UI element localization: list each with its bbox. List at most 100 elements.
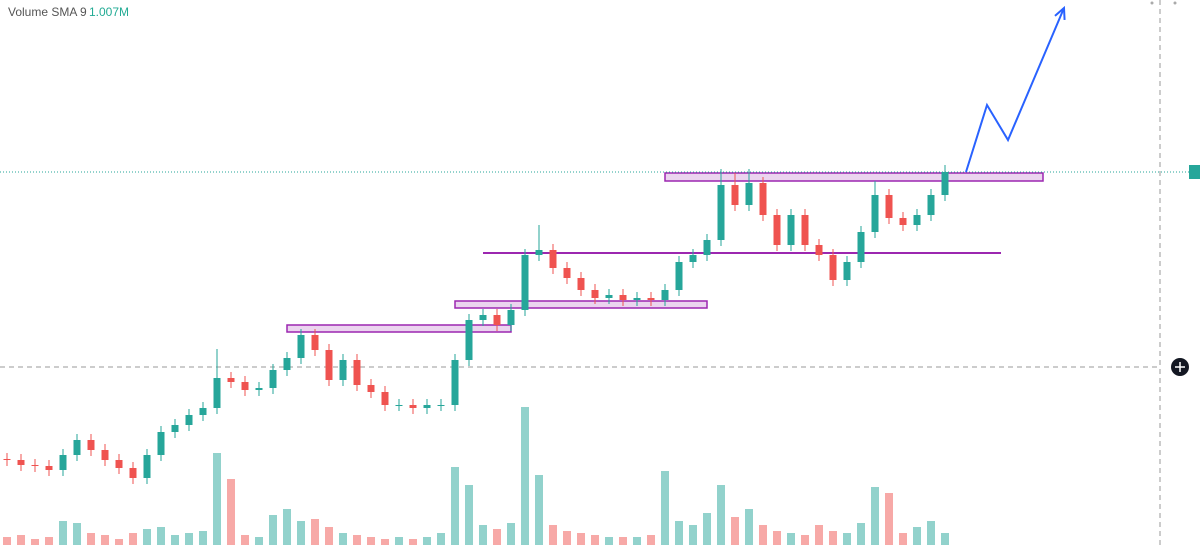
- volume-bar: [535, 475, 543, 545]
- volume-bar: [857, 523, 865, 545]
- candle-body: [353, 360, 361, 385]
- volume-bar: [325, 527, 333, 545]
- candle-body: [549, 250, 557, 268]
- volume-bar: [801, 535, 809, 545]
- candle-body: [521, 255, 529, 310]
- candle-body: [871, 195, 879, 232]
- volume-bar: [143, 529, 151, 545]
- candle-body: [577, 278, 585, 290]
- candle-body: [885, 195, 893, 218]
- volume-bar: [199, 531, 207, 545]
- volume-bar: [927, 521, 935, 545]
- arrow-head: [1054, 5, 1066, 21]
- volume-bar: [465, 485, 473, 545]
- volume-bar: [185, 533, 193, 545]
- volume-bar: [647, 535, 655, 545]
- candle-body: [745, 183, 753, 205]
- candle-body: [633, 298, 641, 300]
- candle-body: [717, 185, 725, 240]
- volume-bar: [115, 539, 123, 545]
- candle-body: [493, 315, 501, 325]
- volume-bar: [213, 453, 221, 545]
- volume-bar: [913, 527, 921, 545]
- candle-body: [101, 450, 109, 460]
- zone: [664, 172, 1044, 182]
- volume-bar: [269, 515, 277, 545]
- candle-body: [423, 405, 431, 408]
- candle-body: [339, 360, 347, 380]
- candle-body: [269, 370, 277, 388]
- candle-body: [941, 172, 949, 195]
- volume-bar: [381, 539, 389, 545]
- candle-body: [619, 295, 627, 300]
- volume-bar: [45, 537, 53, 545]
- volume-bar: [521, 407, 529, 545]
- volume-bar: [339, 533, 347, 545]
- volume-bar: [59, 521, 67, 545]
- candle-body: [703, 240, 711, 255]
- candle-body: [367, 385, 375, 392]
- volume-bar: [703, 513, 711, 545]
- candle-body: [815, 245, 823, 255]
- indicator-value: 1.007M: [89, 5, 129, 19]
- volume-bar: [451, 467, 459, 545]
- candle-body: [395, 405, 403, 406]
- candle-body: [17, 460, 25, 465]
- candle-body: [381, 392, 389, 405]
- candle-body: [297, 335, 305, 358]
- volume-bar: [871, 487, 879, 545]
- volume-bar: [493, 529, 501, 545]
- volume-bar: [689, 525, 697, 545]
- candle-body: [143, 455, 151, 478]
- candle-body: [535, 250, 543, 255]
- candle-body: [689, 255, 697, 262]
- volume-bar: [675, 521, 683, 545]
- zone: [454, 300, 708, 309]
- volume-bar: [619, 537, 627, 545]
- volume-bar: [507, 523, 515, 545]
- volume-bar: [17, 535, 25, 545]
- volume-bar: [129, 533, 137, 545]
- candle-body: [255, 388, 263, 390]
- candle-body: [199, 408, 207, 415]
- volume-bar: [661, 471, 669, 545]
- volume-bar: [549, 525, 557, 545]
- candle-body: [913, 215, 921, 225]
- volume-bar: [283, 509, 291, 545]
- candle-body: [45, 466, 53, 470]
- volume-bar: [171, 535, 179, 545]
- candle-body: [3, 459, 11, 460]
- volume-bar: [311, 519, 319, 545]
- candle-body: [87, 440, 95, 450]
- candle-body: [605, 295, 613, 298]
- candle-body: [507, 310, 515, 325]
- candle-body: [325, 350, 333, 380]
- candle-body: [185, 415, 193, 425]
- candle-body: [283, 358, 291, 370]
- volume-bar: [87, 533, 95, 545]
- volume-bar: [815, 525, 823, 545]
- volume-bar: [423, 537, 431, 545]
- last-price-tag: [1189, 165, 1200, 179]
- volume-bar: [759, 525, 767, 545]
- candle-body: [857, 232, 865, 262]
- volume-bar: [367, 537, 375, 545]
- volume-bar: [885, 493, 893, 545]
- candle-body: [927, 195, 935, 215]
- volume-bar: [899, 533, 907, 545]
- candle-body: [759, 183, 767, 215]
- candle-body: [227, 378, 235, 382]
- volume-bar: [731, 517, 739, 545]
- candle-body: [465, 320, 473, 360]
- volume-bar: [563, 531, 571, 545]
- volume-bar: [255, 537, 263, 545]
- candle-body: [661, 290, 669, 300]
- candle-body: [801, 215, 809, 245]
- menu-dots[interactable]: [1150, 1, 1177, 5]
- volume-bar: [409, 539, 417, 545]
- candle-body: [115, 460, 123, 468]
- add-icon: [1175, 362, 1185, 372]
- volume-bar: [773, 531, 781, 545]
- volume-bar: [479, 525, 487, 545]
